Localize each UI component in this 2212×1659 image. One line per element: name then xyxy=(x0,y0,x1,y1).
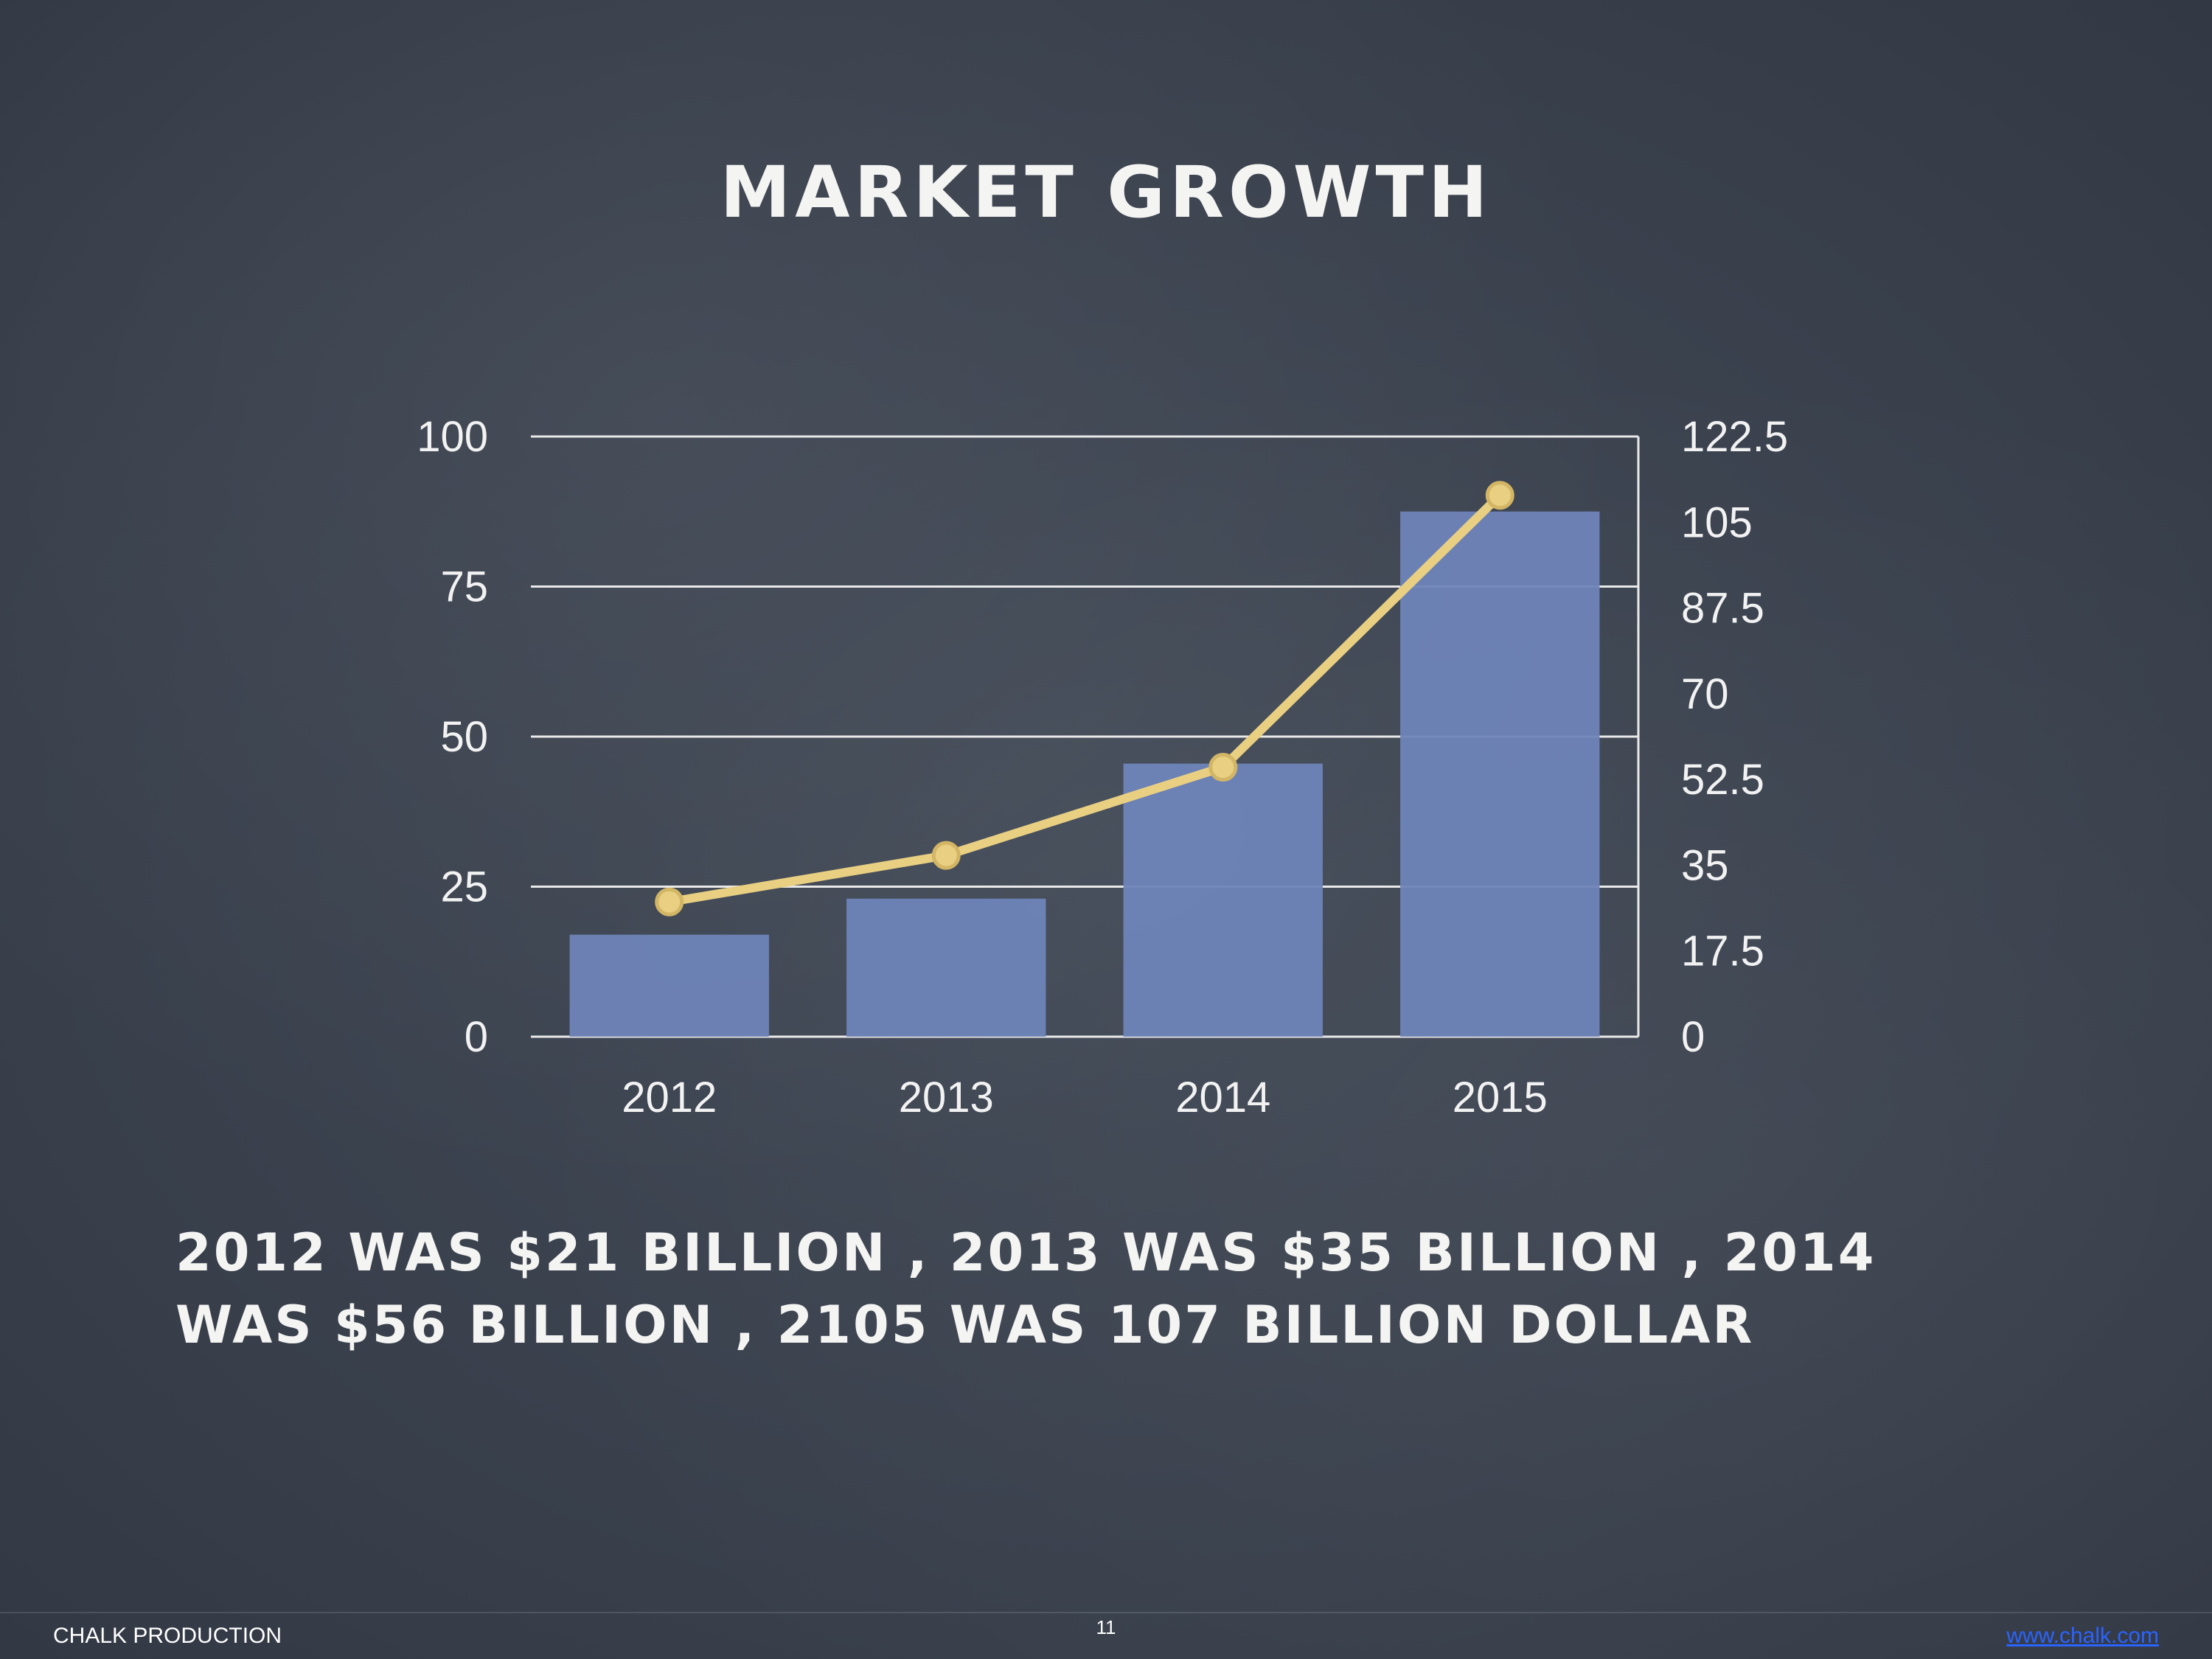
line-series xyxy=(655,481,1514,917)
x-tick-label: 2014 xyxy=(1175,1074,1270,1121)
bar-series xyxy=(569,511,1600,1037)
page-number: 11 xyxy=(1096,1616,1116,1638)
right-tick-label: 35 xyxy=(1681,841,1729,889)
bar-2014 xyxy=(1123,763,1323,1037)
right-tick-label: 52.5 xyxy=(1681,756,1764,804)
left-tick-label: 50 xyxy=(440,713,488,761)
slide-caption: 2012 was $21 billion , 2013 was $35 bill… xyxy=(175,1222,1877,1355)
x-tick-label: 2015 xyxy=(1453,1074,1548,1121)
footer-link[interactable]: www.chalk.com xyxy=(2006,1624,2159,1648)
right-tick-label: 0 xyxy=(1681,1013,1705,1061)
right-tick-label: 70 xyxy=(1681,670,1729,718)
left-tick-label: 0 xyxy=(465,1013,488,1061)
slide-title: Market Growth xyxy=(720,151,1492,234)
bar-2013 xyxy=(846,898,1046,1037)
right-tick-label: 87.5 xyxy=(1681,585,1764,633)
footer-company: CHALK PRODUCTION xyxy=(53,1624,282,1648)
x-axis-ticks: 2012 2013 2014 2015 xyxy=(622,1074,1548,1121)
left-tick-label: 25 xyxy=(440,863,488,911)
bar-2015 xyxy=(1400,511,1600,1037)
right-tick-label: 17.5 xyxy=(1681,928,1764,975)
right-tick-label: 122.5 xyxy=(1681,413,1788,461)
x-tick-label: 2012 xyxy=(622,1074,717,1121)
line-point-2013 xyxy=(931,841,961,870)
footer-divider xyxy=(0,1612,2212,1613)
bar-2012 xyxy=(569,934,769,1037)
left-tick-label: 75 xyxy=(440,563,488,611)
line-point-2014 xyxy=(1208,753,1238,782)
left-tick-label: 100 xyxy=(417,413,488,461)
right-axis-ticks: 0 17.5 35 52.5 70 87.5 105 122.5 xyxy=(1681,413,1788,1061)
line-point-2015 xyxy=(1485,481,1514,510)
right-tick-label: 105 xyxy=(1681,498,1753,546)
x-tick-label: 2013 xyxy=(899,1074,994,1121)
line-point-2012 xyxy=(655,887,684,917)
left-axis-ticks: 0 25 50 75 100 xyxy=(417,413,488,1061)
trend-line xyxy=(664,490,1505,907)
